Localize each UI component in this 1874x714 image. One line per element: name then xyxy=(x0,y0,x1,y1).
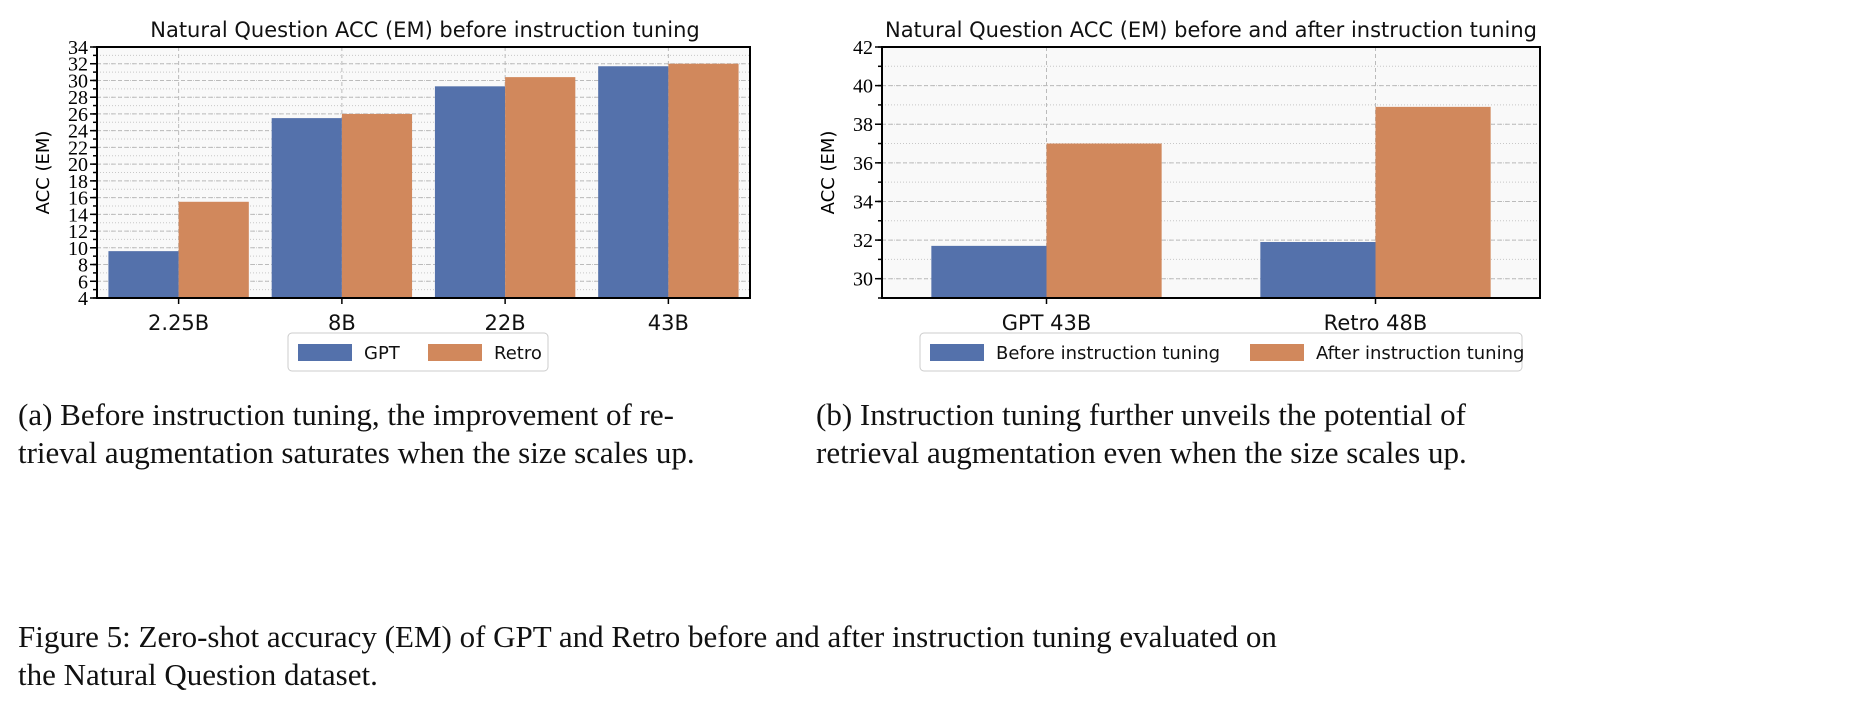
y-tick-label: 26 xyxy=(68,104,88,126)
legend-swatch xyxy=(298,344,352,361)
y-tick-label: 22 xyxy=(68,137,88,159)
bar-retro xyxy=(668,63,739,298)
bar-retro xyxy=(178,201,249,298)
y-tick-label: 42 xyxy=(853,37,873,59)
y-tick-label: 30 xyxy=(853,269,873,291)
bar-after-instruction-tuning xyxy=(1375,106,1491,298)
y-tick-label: 28 xyxy=(68,87,88,109)
legend-box xyxy=(287,332,549,372)
axes-frame xyxy=(881,46,1541,299)
legend-label: After instruction tuning xyxy=(1316,343,1524,364)
axes-frame xyxy=(96,46,751,299)
caption-b-line1: (b) Instruction tuning further unveils t… xyxy=(816,397,1466,432)
y-tick-label: 32 xyxy=(68,54,88,76)
figure-caption-line1: Figure 5: Zero-shot accuracy (EM) of GPT… xyxy=(18,619,1277,654)
y-tick-label: 12 xyxy=(68,221,88,243)
legend-label: GPT xyxy=(364,343,401,364)
y-tick-label: 40 xyxy=(853,76,873,98)
legend-swatch xyxy=(1250,344,1304,361)
bar-after-instruction-tuning xyxy=(1046,143,1162,298)
x-tick-label: 43B xyxy=(648,311,689,335)
bar-retro xyxy=(505,77,576,299)
chart-title: Natural Question ACC (EM) before and aft… xyxy=(885,18,1537,42)
y-tick-label: 38 xyxy=(853,114,873,136)
caption-b-line2: retrieval augmentation even when the siz… xyxy=(816,435,1467,470)
y-axis-label: ACC (EM) xyxy=(818,131,839,215)
y-tick-label: 10 xyxy=(68,238,88,260)
y-axis-label: ACC (EM) xyxy=(33,131,54,215)
legend-swatch xyxy=(428,344,482,361)
x-tick-label: GPT 43B xyxy=(1002,311,1092,335)
caption-b: (b) Instruction tuning further unveils t… xyxy=(816,396,1467,472)
bar-gpt xyxy=(434,86,506,298)
legend-label: Before instruction tuning xyxy=(996,343,1220,364)
y-tick-label: 36 xyxy=(853,153,873,175)
bar-before-instruction-tuning xyxy=(1260,242,1376,298)
x-tick-label: 8B xyxy=(328,311,356,335)
caption-a-line2: trieval augmentation saturates when the … xyxy=(18,435,695,470)
figure-caption-line2: the Natural Question dataset. xyxy=(18,657,378,692)
figure-caption: Figure 5: Zero-shot accuracy (EM) of GPT… xyxy=(18,618,1277,694)
y-tick-label: 32 xyxy=(853,230,873,252)
legend-label: Retro xyxy=(494,343,542,364)
y-tick-label: 24 xyxy=(68,121,88,143)
bar-retro xyxy=(341,113,413,298)
legend-box xyxy=(919,332,1523,372)
bar-gpt xyxy=(108,251,179,298)
y-tick-label: 14 xyxy=(68,204,88,226)
x-tick-label: 22B xyxy=(485,311,526,335)
y-tick-label: 4 xyxy=(78,288,88,310)
y-tick-label: 34 xyxy=(853,191,873,213)
bar-gpt xyxy=(271,118,342,298)
y-tick-label: 30 xyxy=(68,70,88,92)
y-tick-label: 34 xyxy=(68,37,88,59)
x-tick-label: Retro 48B xyxy=(1324,311,1428,335)
bar-gpt xyxy=(598,66,669,298)
y-tick-label: 20 xyxy=(68,154,88,176)
caption-a: (a) Before instruction tuning, the impro… xyxy=(18,396,695,472)
y-tick-label: 8 xyxy=(78,255,88,277)
y-tick-label: 6 xyxy=(78,271,88,293)
y-tick-label: 16 xyxy=(68,188,88,210)
caption-a-line1: (a) Before instruction tuning, the impro… xyxy=(18,397,674,432)
x-tick-label: 2.25B xyxy=(148,311,209,335)
chart-title: Natural Question ACC (EM) before instruc… xyxy=(150,18,699,42)
legend-swatch xyxy=(930,344,984,361)
y-tick-label: 18 xyxy=(68,171,88,193)
bar-before-instruction-tuning xyxy=(931,245,1047,298)
